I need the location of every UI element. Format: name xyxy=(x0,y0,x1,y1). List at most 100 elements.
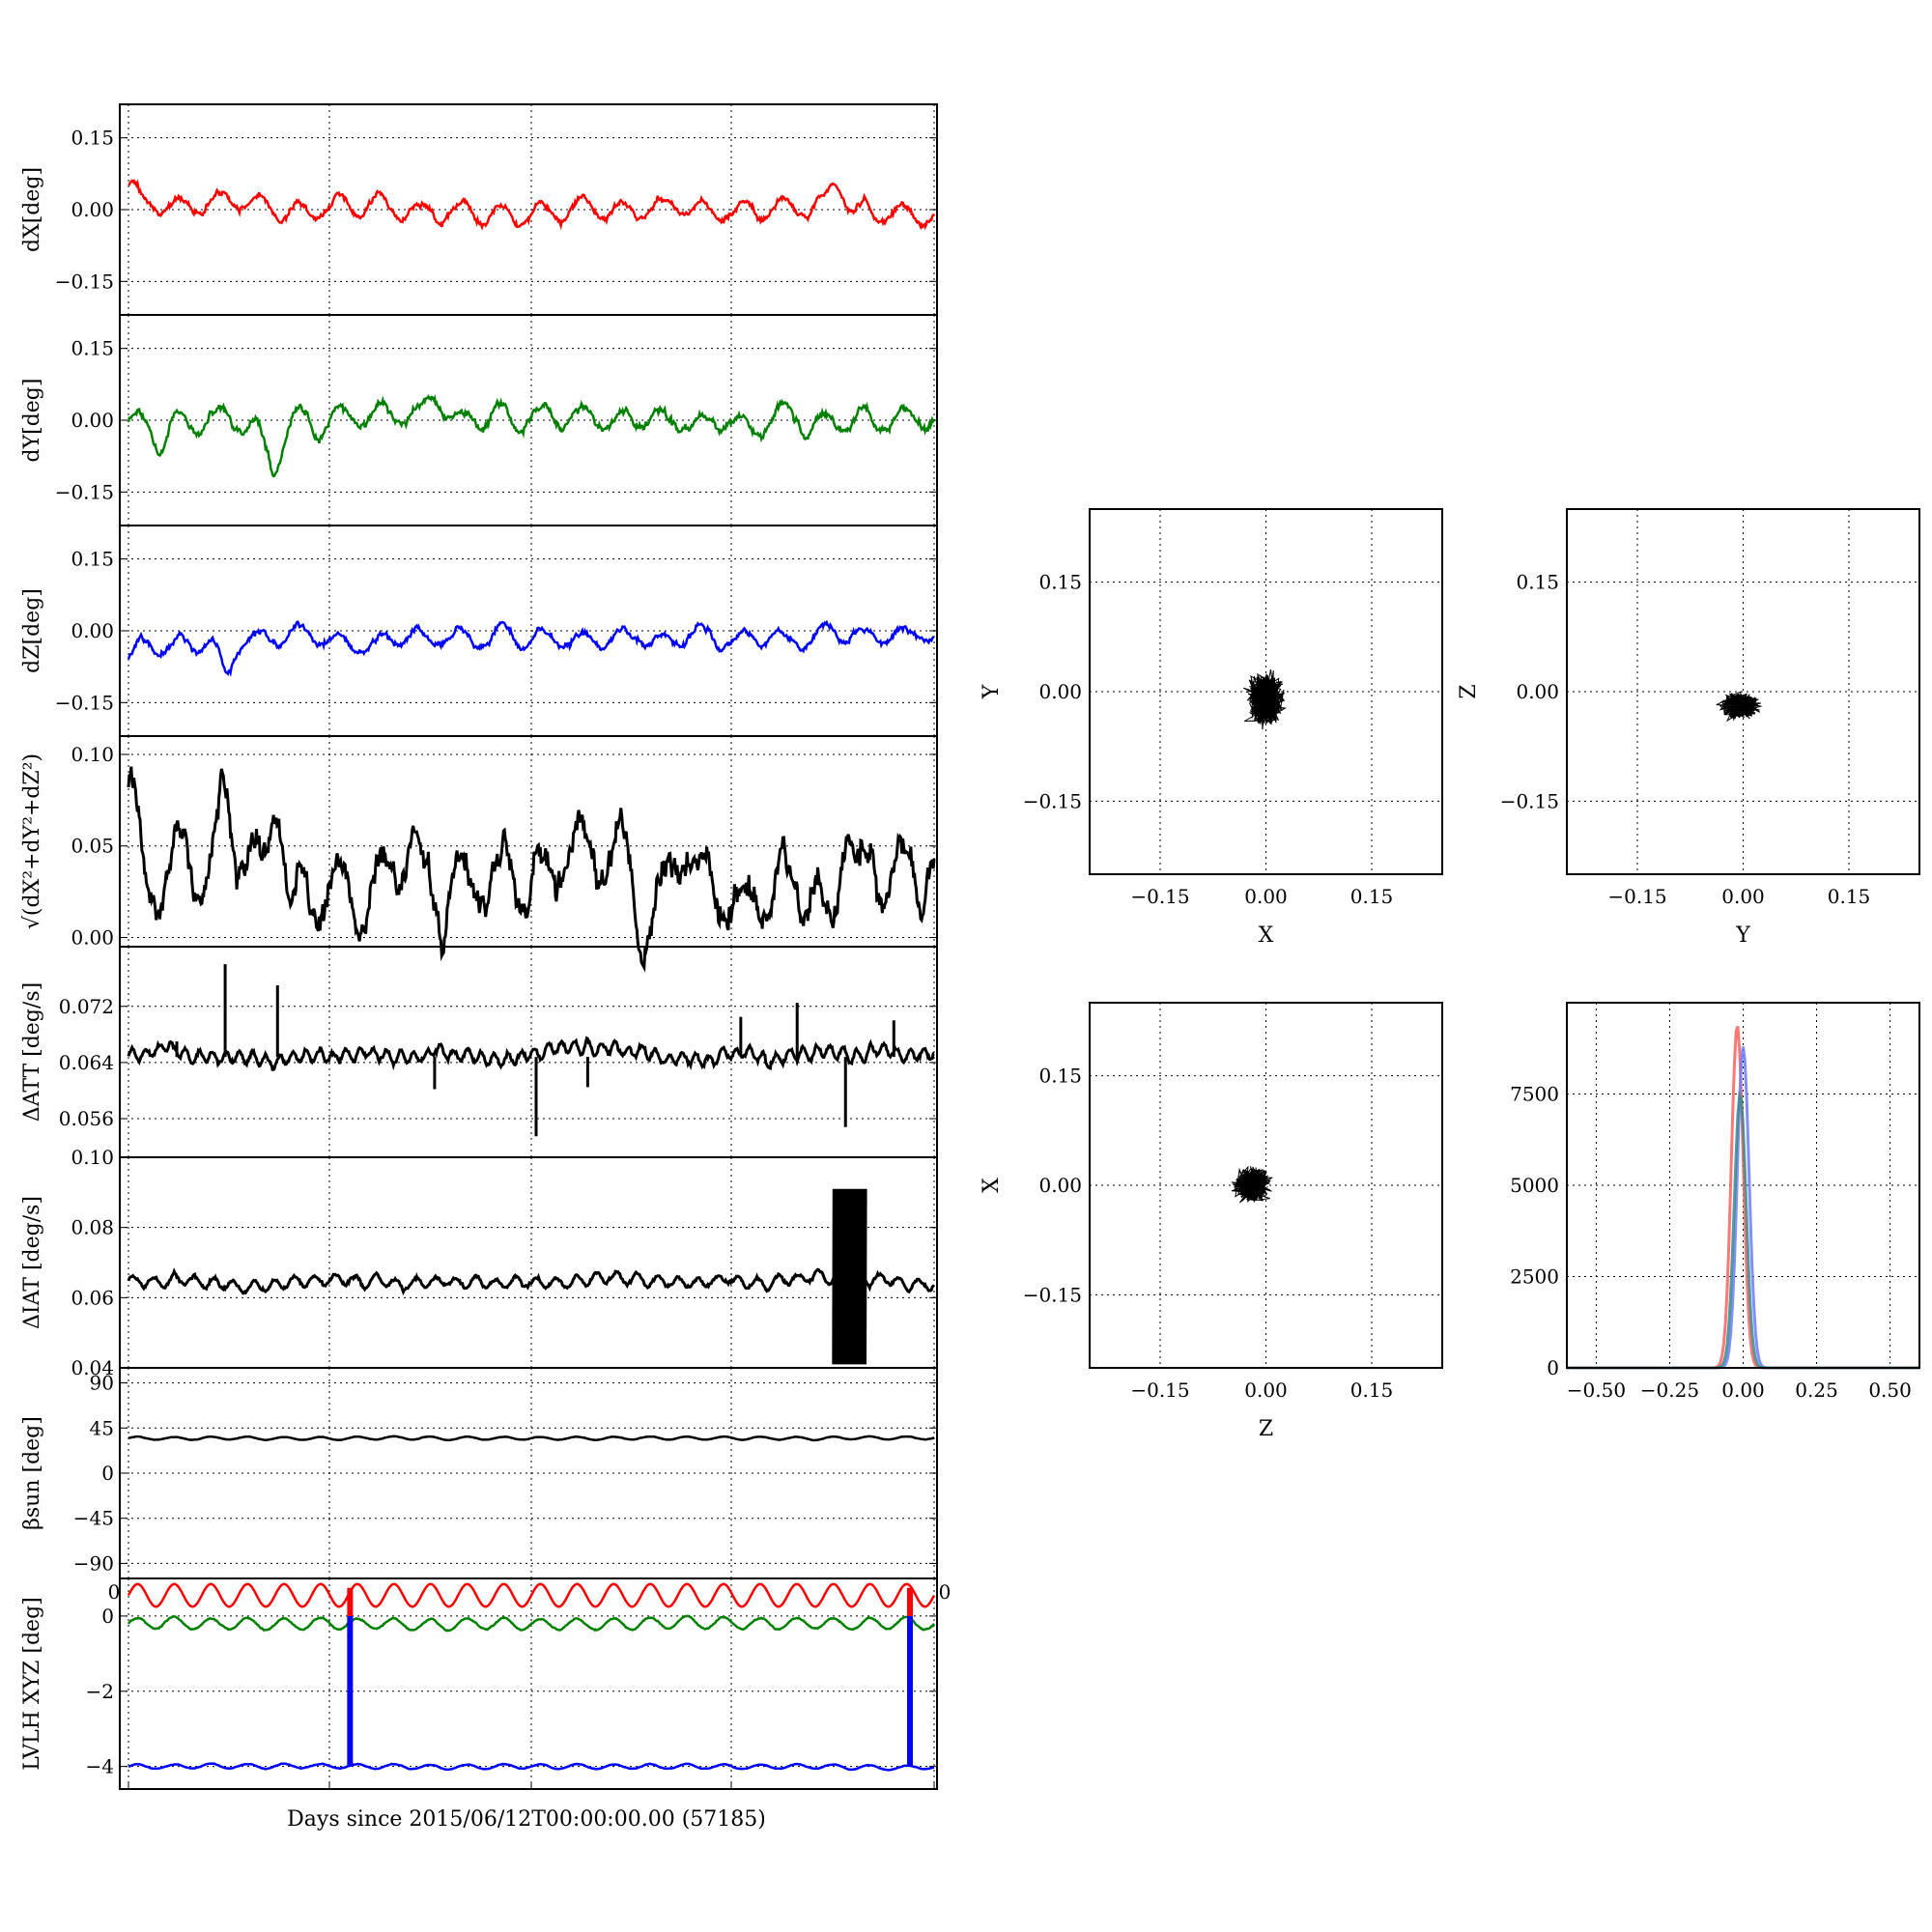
ytick-label-2: −0.15 xyxy=(55,480,114,503)
panel-scatter_zx: −0.15 −0.15 0.00 0.00 0.15 0.15 Z X xyxy=(980,1002,1443,1441)
panel-dx: 0.15 0.00 −0.15 dX[deg] xyxy=(20,103,938,316)
ytick-label-0: 0.10 xyxy=(71,1146,114,1169)
ytick-label-0: 0 xyxy=(1547,1356,1559,1379)
ylabel-dz: dZ[deg] xyxy=(20,588,44,673)
series-line-lvlh-1 xyxy=(127,1614,935,1633)
xtick-label-1: 0.00 xyxy=(1721,885,1765,908)
panel-drms: 0.10 0.05 0.00 √(dX²+dY²+dZ²) xyxy=(20,735,938,973)
ytick-label-2: 0.15 xyxy=(1516,571,1559,594)
ytick-label-1: 0.00 xyxy=(71,409,114,432)
xtick-label-2: 0.15 xyxy=(1350,1378,1394,1402)
ytick-label-3: 0.04 xyxy=(71,1356,114,1379)
xlabel-scatter_zx: Z xyxy=(1259,1417,1273,1441)
ytick-label-0: 90 xyxy=(90,1372,114,1395)
ytick-label-1: 0.05 xyxy=(71,835,114,858)
scatter-cloud-scatter_xy xyxy=(1242,669,1287,730)
xtick-label-4: 0.50 xyxy=(1868,1378,1912,1402)
series-line-dx-0 xyxy=(128,179,935,231)
xtick-label-0: −0.15 xyxy=(1130,1378,1189,1402)
panel-frame-scatter_zx xyxy=(1089,1002,1443,1369)
ytick-label-3: 7500 xyxy=(1510,1083,1559,1106)
ylabel-scatter_zx: X xyxy=(980,1178,1004,1193)
series-line-lvlh-0 xyxy=(127,1582,936,1608)
xtick-label-2: 0.15 xyxy=(1350,885,1394,908)
panel-dy: 0.15 0.00 −0.15 dY[deg] xyxy=(20,314,938,526)
ytick-label-1: 2500 xyxy=(1510,1265,1559,1289)
scatter-cloud-scatter_zx xyxy=(1231,1165,1273,1204)
xlabel-scatter_xy: X xyxy=(1259,923,1274,948)
ytick-label-1: 0.08 xyxy=(71,1216,114,1239)
ytick-label-1: 0.00 xyxy=(1038,680,1082,703)
panel-hist: −0.50 −0.25 0.00 0.25 0.50 0 2500 5000 7500 xyxy=(1510,1002,1920,1402)
ytick-label-2: −4 xyxy=(86,1755,114,1778)
panel-diat: 0.10 0.08 0.06 0.04 ΔIAT [deg/s] xyxy=(20,1146,938,1379)
ylabel-dy: dY[deg] xyxy=(20,379,44,463)
ylabel-scatter_yz: Z xyxy=(1457,684,1481,698)
ytick-label-2: 0.056 xyxy=(59,1107,114,1130)
series-line-dy-0 xyxy=(127,394,935,478)
panel-scatter_xy: −0.15 −0.15 0.00 0.00 0.15 0.15 X Y xyxy=(980,508,1443,948)
panel-dz: 0.15 0.00 −0.15 dZ[deg] xyxy=(20,525,938,737)
panel-frame-lvlh xyxy=(119,1577,938,1790)
series-line-diat-0 xyxy=(127,1267,935,1296)
hist-series-2 xyxy=(1567,1090,1919,1370)
panel-frame-hist xyxy=(1566,1002,1920,1369)
time-axis-label: Days since 2015/06/12T00:00:00.00 (57185… xyxy=(287,1807,766,1832)
xlabel-scatter_yz: Y xyxy=(1735,923,1750,948)
ytick-label-0: −0.15 xyxy=(1023,1283,1082,1306)
ytick-label-2: −0.15 xyxy=(55,691,114,714)
bottom-left-tick: 0 xyxy=(108,1580,121,1604)
ytick-label-0: −0.15 xyxy=(1500,789,1559,812)
ytick-label-2: 0 xyxy=(101,1462,114,1485)
ylabel-lvlh: LVLH XYZ [deg] xyxy=(20,1597,44,1771)
burst-fill-diat xyxy=(841,1244,858,1316)
ytick-label-4: −90 xyxy=(73,1551,114,1575)
panel-scatter_yz: −0.15 −0.15 0.00 0.00 0.15 0.15 Y Z xyxy=(1457,508,1920,948)
ylabel-drms: √(dX²+dY²+dZ²) xyxy=(20,753,44,929)
ytick-label-2: −0.15 xyxy=(55,270,114,293)
series-line-datt-0 xyxy=(127,1036,935,1071)
ytick-label-0: 0.15 xyxy=(71,548,114,571)
ytick-label-2: 0.00 xyxy=(71,926,114,950)
ytick-label-0: 0 xyxy=(101,1605,114,1628)
series-line-dz-0 xyxy=(127,619,935,677)
xtick-label-3: 0.25 xyxy=(1795,1378,1838,1402)
panel-lvlh: 0 −2 −4 LVLH XYZ [deg] xyxy=(20,1577,938,1790)
xtick-label-1: 0.00 xyxy=(1244,885,1288,908)
ylabel-beta: βsun [deg] xyxy=(20,1416,44,1530)
ytick-label-1: 45 xyxy=(90,1416,114,1439)
panel-beta: 90 45 0 −45 −90 βsun [deg] xyxy=(20,1367,938,1579)
ytick-label-1: 0.00 xyxy=(1516,680,1559,703)
ylabel-scatter_xy: Y xyxy=(980,684,1004,699)
ytick-label-0: 0.072 xyxy=(59,995,114,1018)
xtick-label-0: −0.15 xyxy=(1130,885,1189,908)
ylabel-datt: ΔATT [deg/s] xyxy=(20,982,44,1122)
ylabel-dx: dX[deg] xyxy=(20,167,44,252)
ytick-label-0: 0.15 xyxy=(71,127,114,150)
ytick-label-3: −45 xyxy=(73,1507,114,1530)
series-line-lvlh-2 xyxy=(128,1762,935,1772)
panel-frame-scatter_xy xyxy=(1089,508,1443,875)
ytick-label-1: 0.00 xyxy=(71,619,114,642)
xtick-label-0: −0.50 xyxy=(1567,1378,1626,1402)
ytick-label-2: 0.15 xyxy=(1038,1065,1082,1088)
xtick-label-2: 0.00 xyxy=(1721,1378,1765,1402)
series-line-beta-0 xyxy=(128,1435,935,1442)
ytick-label-1: −2 xyxy=(86,1680,114,1703)
ytick-label-2: 0.15 xyxy=(1038,571,1082,594)
series-line-drms-0 xyxy=(127,766,936,973)
panel-frame-scatter_yz xyxy=(1566,508,1920,875)
ylabel-diat: ΔIAT [deg/s] xyxy=(20,1196,44,1329)
ytick-label-1: 0.00 xyxy=(71,198,114,221)
ytick-label-2: 0.06 xyxy=(71,1286,114,1309)
xtick-label-1: −0.25 xyxy=(1640,1378,1699,1402)
time-series-panels: 0.15 0.00 −0.15 dX[deg] 0.15 0.00 −0.15 dY[deg]… xyxy=(20,103,938,1790)
ytick-label-0: 0.10 xyxy=(71,743,114,766)
ytick-label-2: 5000 xyxy=(1510,1174,1559,1197)
panel-datt: 0.072 0.064 0.056 ΔATT [deg/s] xyxy=(20,946,938,1158)
xtick-label-1: 0.00 xyxy=(1244,1378,1288,1402)
bottom-right-tick: 0 xyxy=(939,1580,952,1604)
ytick-label-1: 0.00 xyxy=(1038,1174,1082,1197)
xtick-label-2: 0.15 xyxy=(1828,885,1871,908)
